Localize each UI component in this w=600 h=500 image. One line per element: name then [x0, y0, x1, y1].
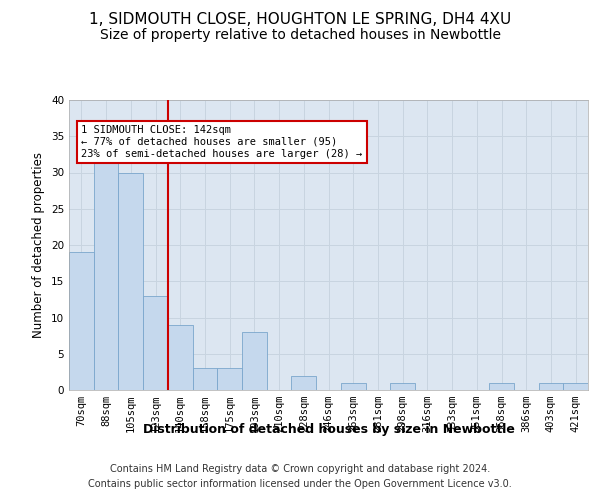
Text: Size of property relative to detached houses in Newbottle: Size of property relative to detached ho… [100, 28, 500, 42]
Text: Contains HM Land Registry data © Crown copyright and database right 2024.: Contains HM Land Registry data © Crown c… [110, 464, 490, 474]
Bar [118, 172, 143, 390]
Bar [539, 383, 563, 390]
Bar [390, 383, 415, 390]
Bar [193, 368, 217, 390]
Bar [292, 376, 316, 390]
Text: Contains public sector information licensed under the Open Government Licence v3: Contains public sector information licen… [88, 479, 512, 489]
Bar [217, 368, 242, 390]
Bar [69, 252, 94, 390]
Text: 1 SIDMOUTH CLOSE: 142sqm
← 77% of detached houses are smaller (95)
23% of semi-d: 1 SIDMOUTH CLOSE: 142sqm ← 77% of detach… [82, 126, 362, 158]
Bar [489, 383, 514, 390]
Text: 1, SIDMOUTH CLOSE, HOUGHTON LE SPRING, DH4 4XU: 1, SIDMOUTH CLOSE, HOUGHTON LE SPRING, D… [89, 12, 511, 28]
Bar [94, 151, 118, 390]
Bar [143, 296, 168, 390]
Bar [341, 383, 365, 390]
Text: Distribution of detached houses by size in Newbottle: Distribution of detached houses by size … [143, 422, 515, 436]
Bar [168, 325, 193, 390]
Y-axis label: Number of detached properties: Number of detached properties [32, 152, 46, 338]
Bar [242, 332, 267, 390]
Bar [563, 383, 588, 390]
